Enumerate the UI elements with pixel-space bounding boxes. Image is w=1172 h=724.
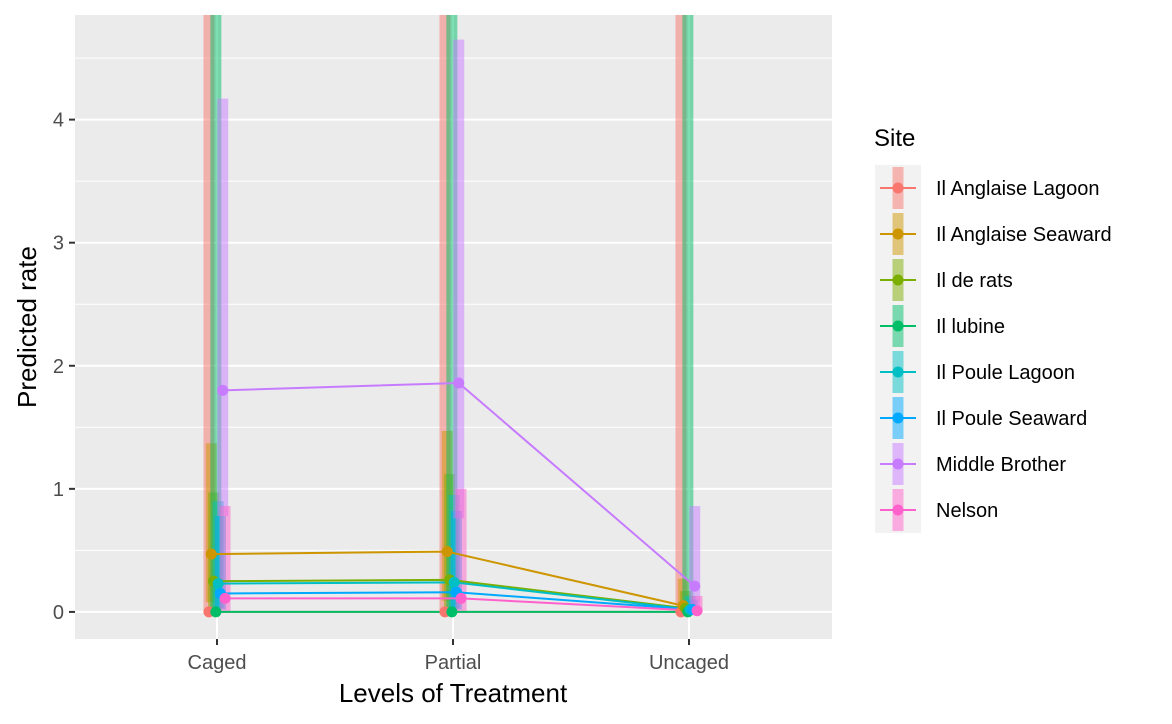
error-bar [219,506,231,612]
x-tick-label: Partial [425,652,482,674]
error-bar [682,15,694,612]
x-tick-label: Caged [188,652,247,674]
legend-key-point [892,320,904,332]
data-point [210,606,222,618]
error-bar [203,15,215,612]
legend-key-point [892,228,904,240]
legend-item: Il lubine [875,303,1005,349]
legend-label: Il Poule Lagoon [936,362,1075,384]
legend-title: Site [874,125,915,152]
error-bar [675,15,687,612]
legend-key-point [892,366,904,378]
data-point [212,578,224,590]
legend-item: Il de rats [875,257,1013,303]
data-point [453,377,465,389]
legend-item: Nelson [875,487,998,533]
error-bar [453,39,465,519]
x-axis: Caged Partial Uncaged [188,639,729,674]
legend-label: Il Poule Seaward [936,408,1087,430]
legend-label: Il Anglaise Seaward [936,224,1112,246]
data-point [446,606,458,618]
legend-item: Il Anglaise Seaward [875,211,1112,257]
error-bar [689,506,701,606]
legend: Site Il Anglaise Lagoon Il Anglaise Seawa… [874,125,1112,533]
data-point [219,592,231,604]
error-bar [691,595,703,612]
y-tick-label: 2 [53,356,64,378]
legend-key-point [892,504,904,516]
error-bar [217,98,229,516]
series-points [203,377,703,618]
y-tick-label: 3 [53,233,64,255]
legend-key-point [892,458,904,470]
data-point [455,592,467,604]
x-tick-label: Uncaged [649,652,729,674]
error-bar [455,488,467,612]
y-tick-label: 1 [53,479,64,501]
legend-item: Il Poule Seaward [875,395,1087,441]
legend-key-point [892,182,904,194]
legend-key-point [892,274,904,286]
legend-label: Il de rats [936,270,1013,292]
data-point [205,548,217,560]
data-point [691,605,703,617]
legend-item: Il Poule Lagoon [875,349,1075,395]
legend-key-point [892,412,904,424]
legend-item: Middle Brother [875,441,1066,487]
error-bar [210,15,222,612]
legend-items: Il Anglaise Lagoon Il Anglaise Seaward Il … [875,165,1112,533]
y-tick-label: 0 [53,602,64,624]
data-point [448,576,460,588]
legend-label: Nelson [936,500,998,522]
data-point [217,384,229,396]
error-bar [446,15,458,612]
legend-item: Il Anglaise Lagoon [875,165,1099,211]
legend-label: Il Anglaise Lagoon [936,178,1099,200]
error-bar [439,15,451,612]
y-tick-label: 4 [53,110,64,132]
data-point [441,546,453,558]
y-axis-title: Predicted rate [12,246,42,408]
legend-label: Il lubine [936,316,1005,338]
x-axis-title: Levels of Treatment [339,678,568,708]
legend-label: Middle Brother [936,454,1066,476]
y-axis: 0 1 2 3 4 [53,110,75,624]
data-point [689,580,701,592]
